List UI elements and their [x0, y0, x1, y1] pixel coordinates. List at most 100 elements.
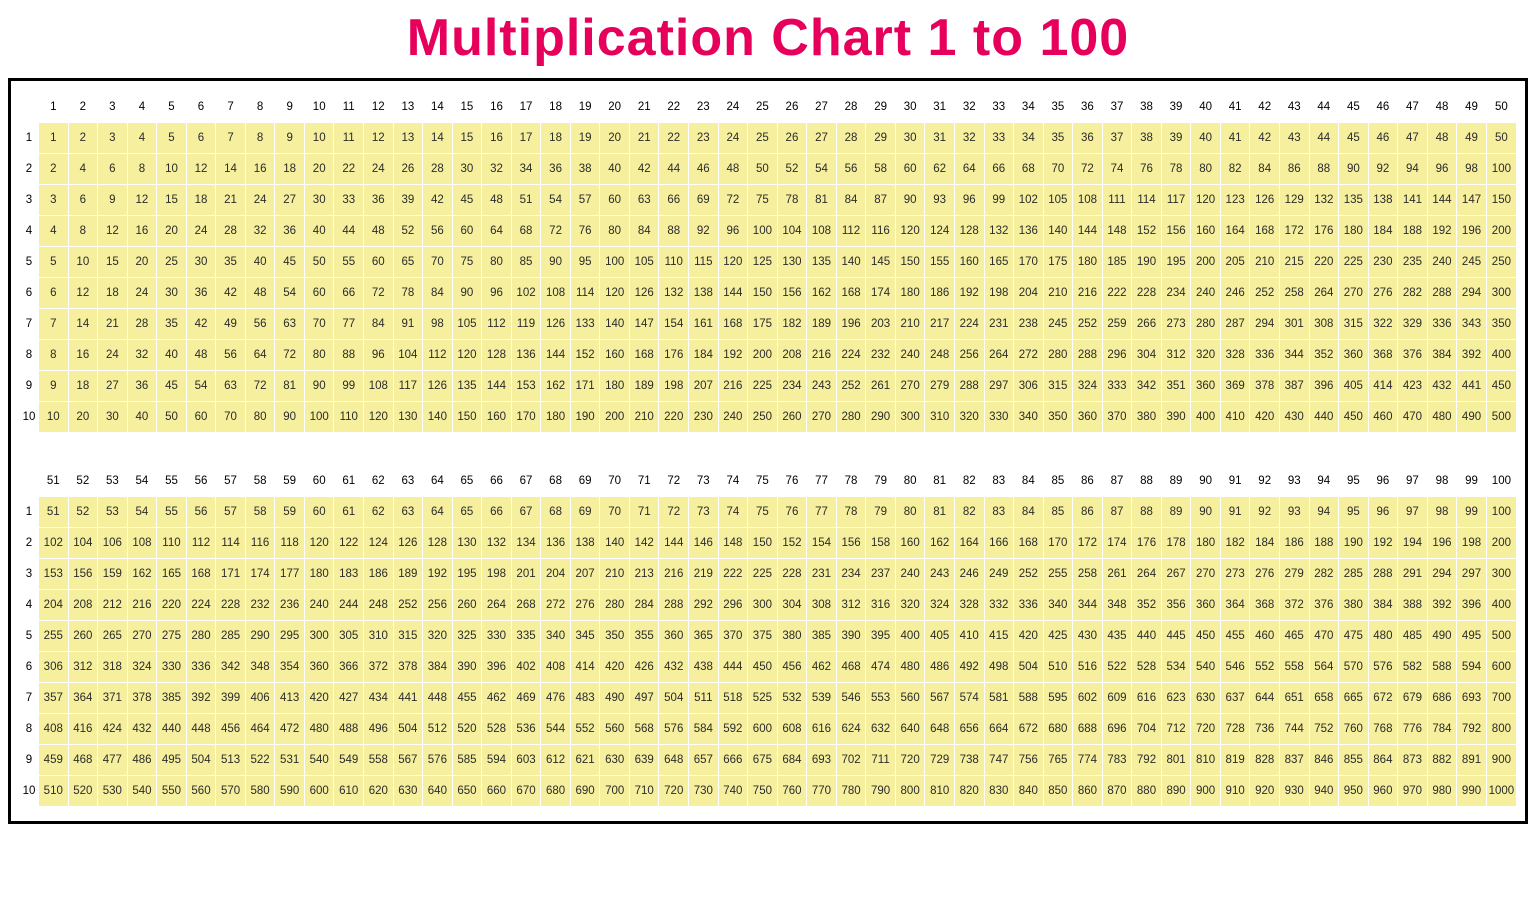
- cell: 20: [600, 123, 629, 153]
- cell: 171: [571, 371, 600, 401]
- col-header: 69: [571, 466, 600, 496]
- col-header: 11: [334, 92, 363, 122]
- cell: 60: [187, 402, 216, 432]
- cell: 648: [659, 745, 688, 775]
- cell: 352: [1132, 590, 1161, 620]
- cell: 450: [748, 652, 777, 682]
- cell: 165: [157, 559, 186, 589]
- cell: 294: [1457, 278, 1486, 308]
- cell: 99: [1457, 497, 1486, 527]
- cell: 616: [1132, 683, 1161, 713]
- cell: 256: [955, 340, 984, 370]
- cell: 300: [1487, 278, 1516, 308]
- cell: 56: [246, 309, 275, 339]
- cell: 36: [1073, 123, 1102, 153]
- cell: 28: [128, 309, 157, 339]
- cell: 511: [689, 683, 718, 713]
- cell: 486: [128, 745, 157, 775]
- cell: 336: [1250, 340, 1279, 370]
- cell: 415: [985, 621, 1014, 651]
- cell: 98: [1457, 154, 1486, 184]
- cell: 84: [1014, 497, 1043, 527]
- cell: 90: [1339, 154, 1368, 184]
- cell: 456: [216, 714, 245, 744]
- cell: 240: [1428, 247, 1457, 277]
- cell: 820: [955, 776, 984, 806]
- cell: 540: [305, 745, 334, 775]
- col-header: 53: [98, 466, 127, 496]
- cell: 840: [1014, 776, 1043, 806]
- cell: 344: [1280, 340, 1309, 370]
- cell: 294: [1250, 309, 1279, 339]
- cell: 513: [216, 745, 245, 775]
- cell: 210: [1044, 278, 1073, 308]
- cell: 228: [216, 590, 245, 620]
- cell: 15: [98, 247, 127, 277]
- col-header: 51: [39, 466, 68, 496]
- cell: 177: [275, 559, 304, 589]
- cell: 77: [807, 497, 836, 527]
- cell: 12: [69, 278, 98, 308]
- cell: 553: [866, 683, 895, 713]
- cell: 63: [394, 497, 423, 527]
- col-header: 5: [157, 92, 186, 122]
- cell: 126: [630, 278, 659, 308]
- cell: 350: [600, 621, 629, 651]
- cell: 440: [1132, 621, 1161, 651]
- cell: 752: [1310, 714, 1339, 744]
- cell: 128: [423, 528, 452, 558]
- cell: 8: [246, 123, 275, 153]
- cell: 560: [896, 683, 925, 713]
- cell: 354: [275, 652, 304, 682]
- cell: 129: [1280, 185, 1309, 215]
- cell: 280: [1191, 309, 1220, 339]
- cell: 128: [955, 216, 984, 246]
- cell: 84: [423, 278, 452, 308]
- cell: 48: [1428, 123, 1457, 153]
- cell: 120: [719, 247, 748, 277]
- col-header: 75: [748, 466, 777, 496]
- cell: 37: [1103, 123, 1132, 153]
- cell: 232: [246, 590, 275, 620]
- cell: 640: [423, 776, 452, 806]
- cell: 385: [807, 621, 836, 651]
- cell: 180: [1073, 247, 1102, 277]
- cell: 162: [541, 371, 570, 401]
- cell: 161: [689, 309, 718, 339]
- cell: 576: [423, 745, 452, 775]
- cell: 350: [1487, 309, 1516, 339]
- cell: 174: [866, 278, 895, 308]
- cell: 198: [482, 559, 511, 589]
- cell: 250: [748, 402, 777, 432]
- cell: 496: [364, 714, 393, 744]
- cell: 276: [1369, 278, 1398, 308]
- cell: 280: [187, 621, 216, 651]
- cell: 679: [1398, 683, 1427, 713]
- cell: 234: [778, 371, 807, 401]
- cell: 80: [1191, 154, 1220, 184]
- cell: 36: [128, 371, 157, 401]
- cell: 460: [1369, 402, 1398, 432]
- cell: 120: [896, 216, 925, 246]
- cell: 301: [1280, 309, 1309, 339]
- cell: 18: [98, 278, 127, 308]
- cell: 26: [778, 123, 807, 153]
- cell: 830: [985, 776, 1014, 806]
- cell: 54: [187, 371, 216, 401]
- cell: 380: [778, 621, 807, 651]
- cell: 365: [689, 621, 718, 651]
- cell: 32: [955, 123, 984, 153]
- cell: 970: [1398, 776, 1427, 806]
- cell: 336: [1014, 590, 1043, 620]
- cell: 462: [482, 683, 511, 713]
- cell: 378: [394, 652, 423, 682]
- cell: 864: [1369, 745, 1398, 775]
- col-header: 25: [748, 92, 777, 122]
- cell: 720: [896, 745, 925, 775]
- cell: 621: [571, 745, 600, 775]
- cell: 216: [659, 559, 688, 589]
- cell: 240: [896, 559, 925, 589]
- cell: 228: [778, 559, 807, 589]
- cell: 648: [925, 714, 954, 744]
- col-header: 79: [866, 466, 895, 496]
